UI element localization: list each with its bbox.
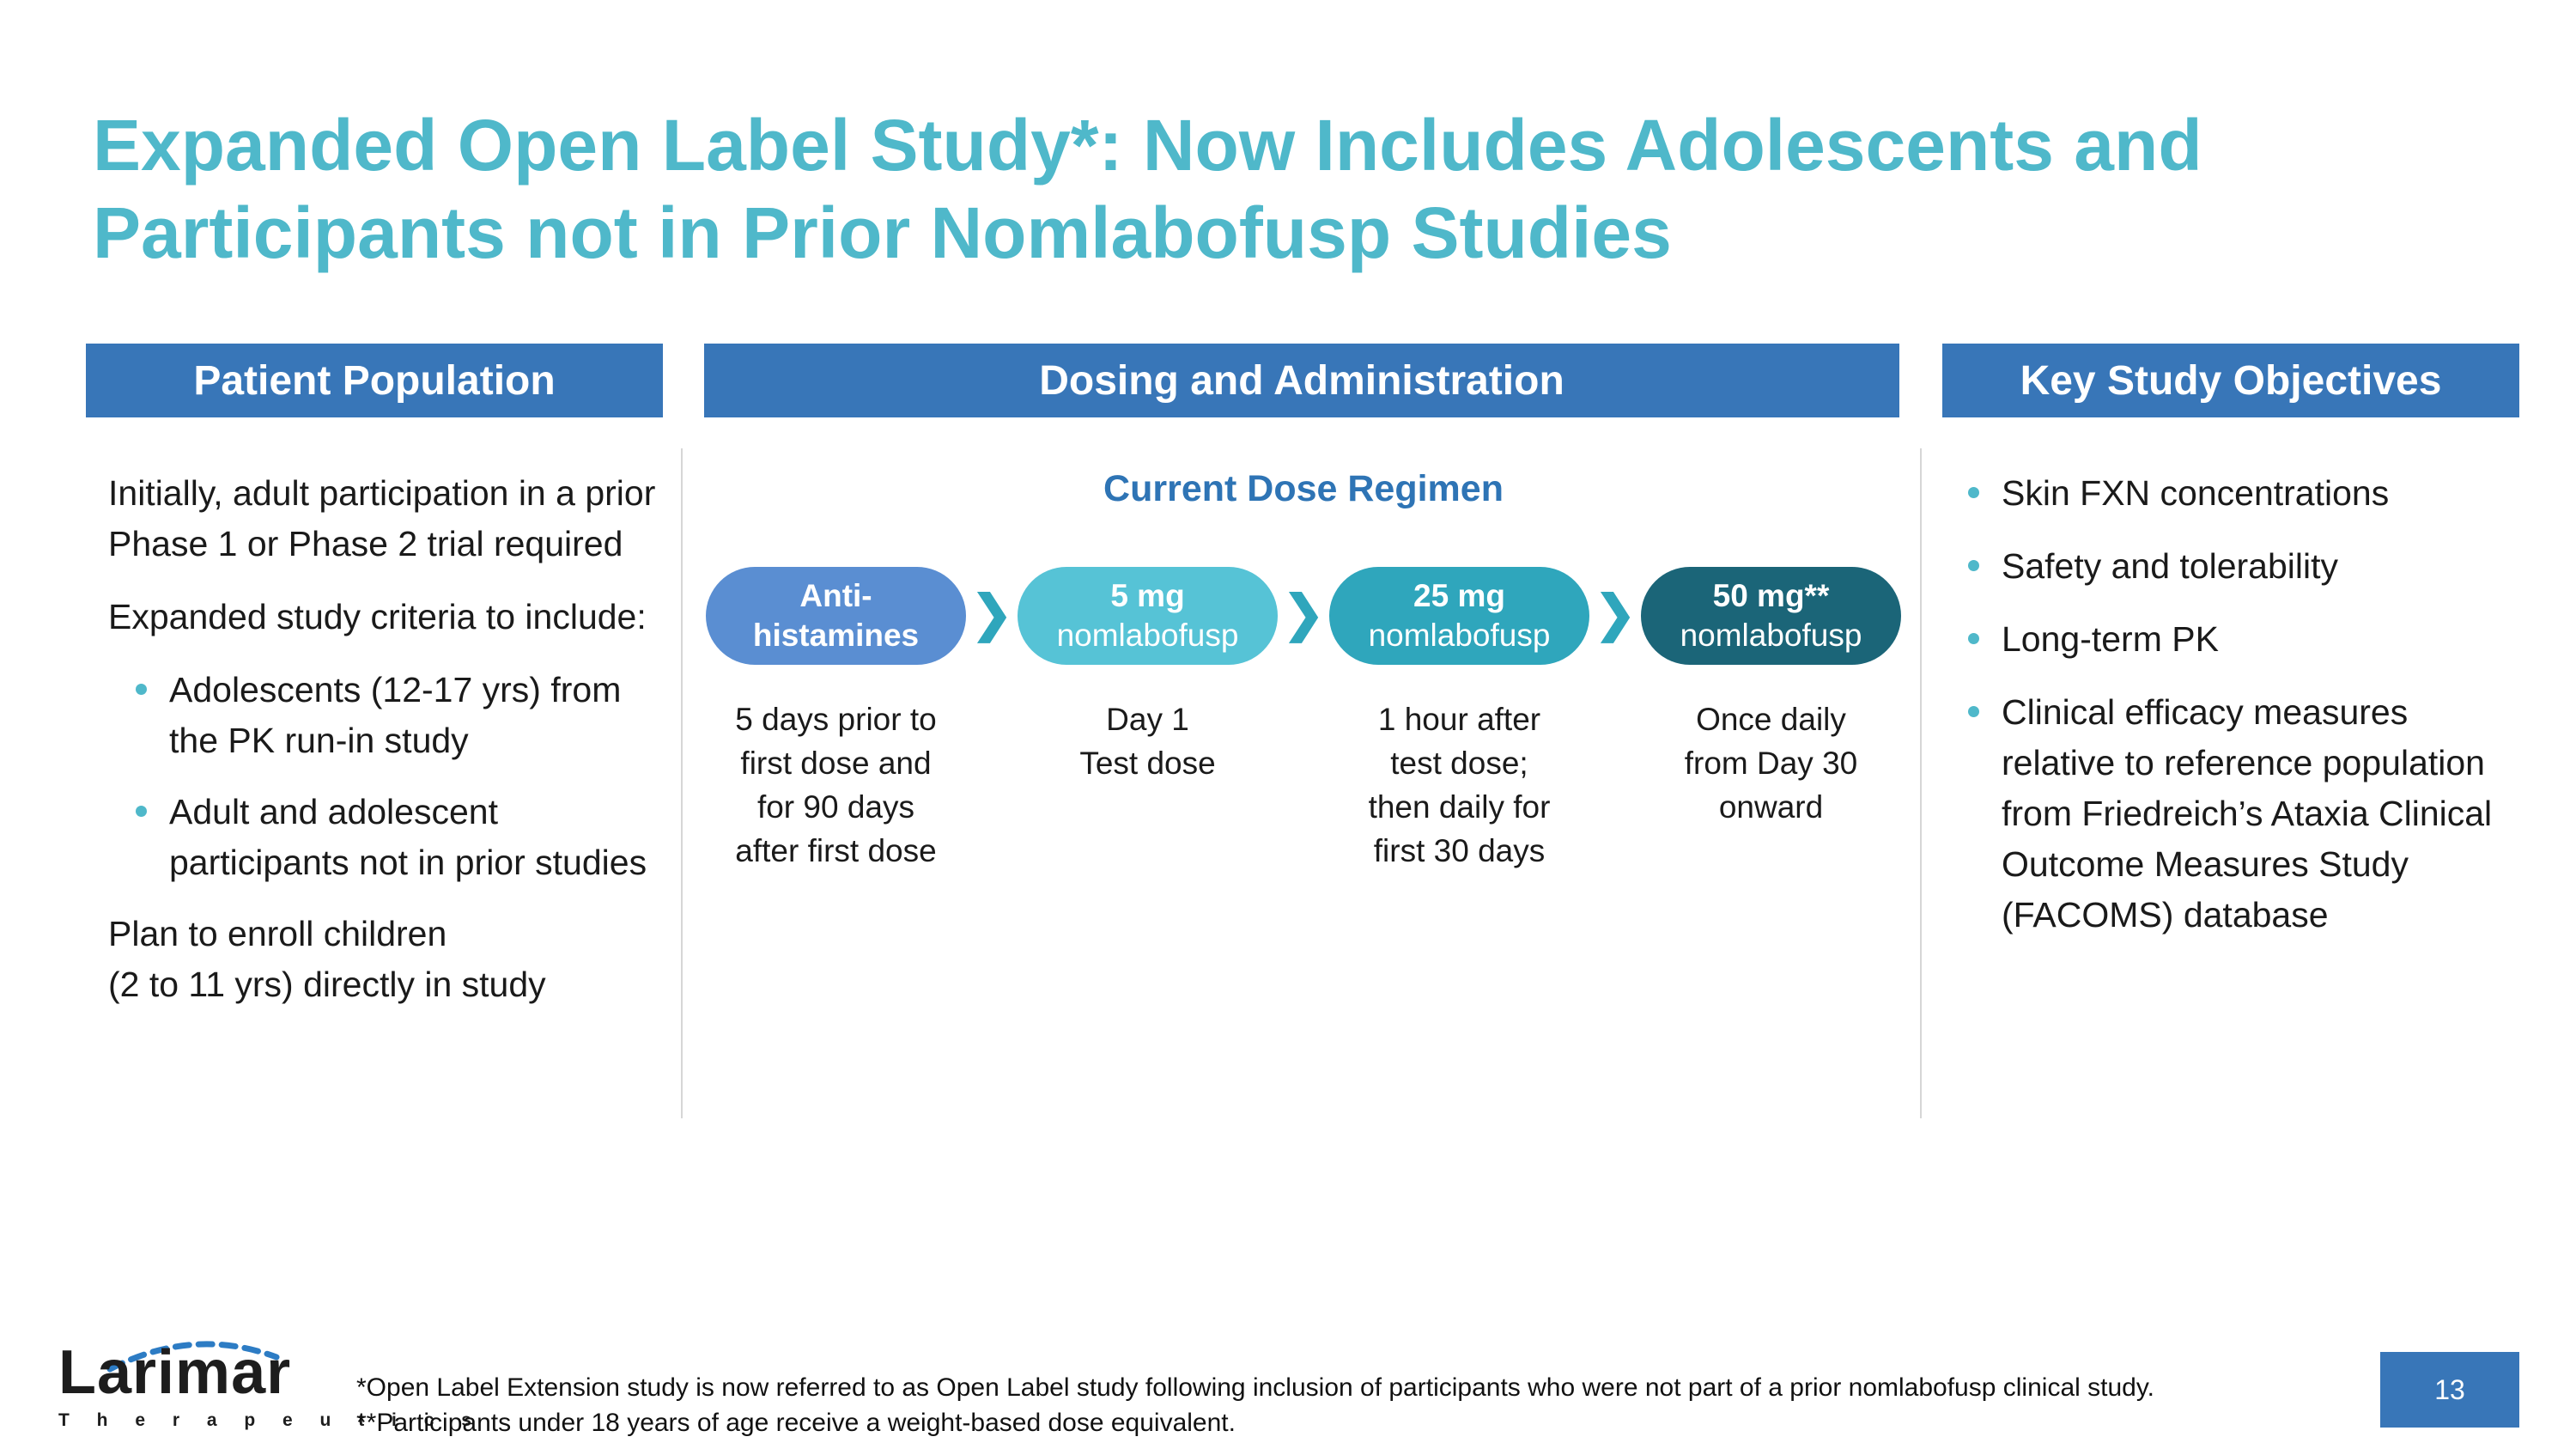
patient-bullet-2: Adult and adolescent participants not in… [136, 787, 658, 888]
dose-step-50mg: 50 mg** nomlabofusp Once daily from Day … [1641, 567, 1901, 829]
key-study-objectives-header: Key Study Objectives [1942, 344, 2519, 417]
pill-label-line1: Anti- [799, 577, 872, 613]
column-divider-left [681, 448, 683, 1118]
pill-label-line2: nomlabofusp [1680, 618, 1862, 653]
pill-label-line1: 50 mg** [1712, 577, 1830, 613]
logo-wordmark: Larimar [58, 1338, 292, 1407]
bullet-icon [1968, 487, 1979, 498]
chevron-right-icon: ❯ [1594, 586, 1637, 642]
slide-title: Expanded Open Label Study*: Now Includes… [93, 105, 2202, 274]
footnote-2: **Participants under 18 years of age rec… [356, 1408, 1236, 1437]
chevron-right-icon: ❯ [970, 586, 1013, 642]
dosing-panel: Current Dose Regimen Anti- histamines 5 … [706, 468, 1901, 873]
dosing-administration-header: Dosing and Administration [704, 344, 1899, 417]
patient-paragraph-1: Initially, adult participation in a prio… [108, 473, 656, 564]
pill-label-line2: nomlabofusp [1368, 618, 1551, 653]
dose-step-caption: 5 days prior to first dose and for 90 da… [735, 702, 937, 869]
antihistamines-pill: Anti- histamines [706, 567, 966, 665]
dose-regimen-subtitle: Current Dose Regimen [1103, 468, 1504, 509]
bullet-icon [1968, 560, 1979, 572]
footnotes: *Open Label Extension study is now refer… [356, 1371, 2154, 1440]
dose-step-caption: Day 1 Test dose [1079, 702, 1216, 782]
pill-label-line1: 25 mg [1413, 577, 1505, 613]
page-number: 13 [2380, 1352, 2519, 1428]
dose-step-25mg: 25 mg nomlabofusp 1 hour after test dose… [1329, 567, 1589, 873]
patient-bullet-1-text: Adolescents (12-17 yrs) from the PK run-… [169, 670, 622, 761]
bullet-icon [136, 806, 147, 818]
dose-5mg-pill: 5 mg nomlabofusp [1018, 567, 1278, 665]
pill-label-line1: 5 mg [1110, 577, 1185, 613]
objective-bullet-3: Long-term PK [1968, 614, 2509, 665]
dose-step-caption: Once daily from Day 30 onward [1684, 702, 1858, 825]
bullet-icon [136, 684, 147, 696]
objective-bullet-4: Clinical efficacy measures relative to r… [1968, 687, 2509, 941]
dose-regimen-flow: Anti- histamines 5 days prior to first d… [706, 567, 1901, 873]
objective-bullet-2-text: Safety and tolerability [2002, 546, 2339, 587]
patient-paragraph-2: Expanded study criteria to include: [108, 597, 647, 637]
pill-label-line2: nomlabofusp [1056, 618, 1239, 653]
key-study-objectives-panel: Skin FXN concentrations Safety and toler… [1968, 468, 2509, 963]
dose-step-5mg: 5 mg nomlabofusp Day 1 Test dose [1018, 567, 1278, 785]
objective-bullet-4-text: Clinical efficacy measures relative to r… [2002, 692, 2493, 935]
larimar-logo: Larimar T h e r a p e u t i c s [58, 1342, 483, 1431]
column-divider-right [1920, 448, 1922, 1118]
patient-bullet-1: Adolescents (12-17 yrs) from the PK run-… [136, 665, 658, 766]
logo-chain-icon [106, 1341, 280, 1373]
pill-label-line2: histamines [752, 618, 920, 653]
patient-bullet-2-text: Adult and adolescent participants not in… [169, 792, 647, 883]
dose-25mg-pill: 25 mg nomlabofusp [1329, 567, 1589, 665]
objective-bullet-3-text: Long-term PK [2002, 619, 2219, 660]
patient-population-header: Patient Population [86, 344, 663, 417]
patient-paragraph-3: Plan to enroll children (2 to 11 yrs) di… [108, 914, 546, 1005]
logo-subtitle: T h e r a p e u t i c s [58, 1410, 483, 1430]
objective-bullet-1: Skin FXN concentrations [1968, 468, 2509, 519]
patient-population-panel: Initially, adult participation in a prio… [108, 468, 658, 1032]
objective-bullet-1-text: Skin FXN concentrations [2002, 473, 2390, 513]
objective-bullet-2: Safety and tolerability [1968, 541, 2509, 592]
dose-step-antihistamines: Anti- histamines 5 days prior to first d… [706, 567, 966, 873]
footnote-1: *Open Label Extension study is now refer… [356, 1373, 2154, 1402]
bullet-icon [1968, 633, 1979, 645]
chevron-right-icon: ❯ [1282, 586, 1325, 642]
bullet-icon [1968, 706, 1979, 718]
dose-50mg-pill: 50 mg** nomlabofusp [1641, 567, 1901, 665]
dose-step-caption: 1 hour after test dose; then daily for f… [1368, 702, 1551, 869]
